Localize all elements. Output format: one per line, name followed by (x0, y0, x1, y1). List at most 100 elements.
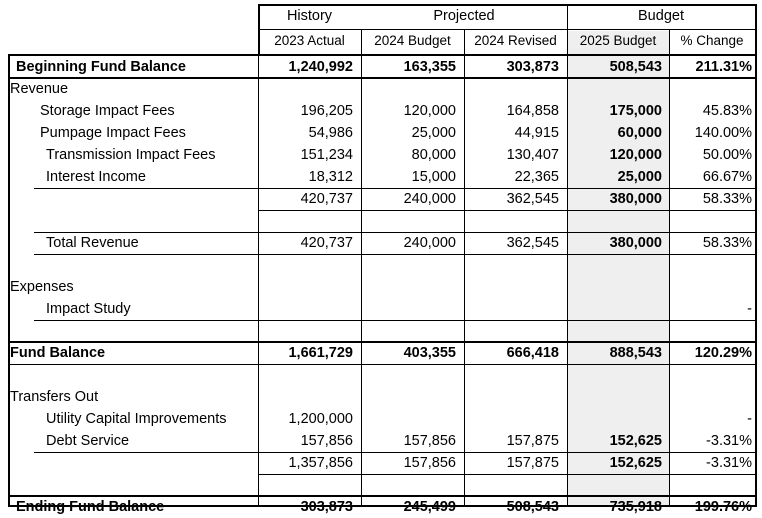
row-label: Transfers Out (10, 389, 99, 405)
row-line (34, 452, 757, 453)
row-line (34, 232, 757, 233)
row-value: 175,000 (609, 103, 662, 119)
row-value: 380,000 (609, 191, 662, 207)
row-label: Pumpage Impact Fees (40, 125, 186, 141)
row-label: Ending Fund Balance (16, 499, 165, 515)
header-column: 2025 Budget (579, 33, 657, 48)
row-value: 666,418 (506, 345, 559, 361)
row-value: 58.33% (702, 191, 752, 207)
row-value: 22,365 (514, 169, 559, 185)
row-value: -3.31% (706, 433, 752, 449)
row-value: 157,856 (403, 433, 456, 449)
header-group-projected: Projected (433, 8, 495, 24)
row-value: 15,000 (411, 169, 456, 185)
column-divider (258, 56, 259, 506)
header-bottom-line (8, 54, 757, 56)
row-value: 1,357,856 (288, 455, 353, 471)
header-divider-3 (567, 4, 568, 55)
header-group-budget: Budget (638, 8, 684, 24)
border-left (8, 54, 10, 507)
row-value: 1,200,000 (288, 411, 353, 427)
row-value: 152,625 (609, 433, 662, 449)
row-value: 120,000 (403, 103, 456, 119)
header-mid-line (258, 29, 755, 30)
row-value: 66.67% (702, 169, 752, 185)
row-value: 157,856 (300, 433, 353, 449)
row-value: 163,355 (403, 59, 456, 75)
row-line (8, 495, 757, 497)
row-line (8, 341, 757, 343)
row-value: 508,543 (609, 59, 662, 75)
row-value: 60,000 (617, 125, 662, 141)
row-value: 240,000 (403, 191, 456, 207)
header-column: 2023 Actual (274, 33, 345, 48)
row-label: Debt Service (46, 433, 130, 449)
row-value: 120.29% (694, 345, 752, 361)
row-value: 380,000 (609, 235, 662, 251)
row-value: 25,000 (411, 125, 456, 141)
header-divider-4 (669, 29, 670, 55)
row-value: 735,918 (609, 499, 662, 515)
row-value: 157,875 (506, 433, 559, 449)
row-line (34, 320, 757, 321)
border-right (755, 4, 757, 507)
row-value: 420,737 (300, 235, 353, 251)
row-value: 164,858 (506, 103, 559, 119)
row-value: 199.76% (694, 499, 752, 515)
row-value: - (747, 301, 752, 317)
row-value: 362,545 (506, 191, 559, 207)
column-divider (361, 56, 362, 506)
row-value: 157,875 (506, 455, 559, 471)
row-value: 50.00% (702, 147, 752, 163)
column-divider (567, 56, 568, 506)
row-value: 54,986 (308, 125, 353, 141)
row-value: - (747, 411, 752, 427)
row-label: Utility Capital Improvements (46, 411, 227, 427)
row-value: 18,312 (308, 169, 353, 185)
row-label: Storage Impact Fees (40, 103, 175, 119)
header-divider-2 (464, 29, 465, 55)
row-value: 152,625 (609, 455, 662, 471)
column-divider (669, 56, 670, 506)
row-line (258, 474, 757, 475)
row-value: 196,205 (300, 103, 353, 119)
header-group-history: History (286, 8, 333, 24)
row-value: 420,737 (300, 191, 353, 207)
header-divider-1 (361, 29, 362, 55)
header-column: 2024 Budget (374, 33, 451, 48)
row-value: 303,873 (300, 499, 353, 515)
row-value: 157,856 (403, 455, 456, 471)
row-label: Beginning Fund Balance (16, 59, 186, 75)
row-value: 362,545 (506, 235, 559, 251)
row-label: Interest Income (46, 169, 146, 185)
row-value: 403,355 (403, 345, 456, 361)
row-label: Expenses (10, 279, 74, 295)
row-value: 130,407 (506, 147, 559, 163)
row-line (258, 210, 757, 211)
row-value: 245,499 (403, 499, 456, 515)
row-value: 120,000 (609, 147, 662, 163)
header-column: % Change (680, 33, 744, 48)
row-line (8, 77, 757, 79)
row-value: -3.31% (706, 455, 752, 471)
border-top (258, 4, 755, 6)
row-line (34, 254, 757, 255)
budget-column-shade (567, 31, 669, 506)
row-line (34, 188, 757, 189)
row-value: 25,000 (617, 169, 662, 185)
row-label: Impact Study (46, 301, 131, 317)
row-value: 45.83% (702, 103, 752, 119)
header-column: 2024 Revised (474, 33, 557, 48)
row-value: 508,543 (506, 499, 559, 515)
row-value: 303,873 (506, 59, 559, 75)
row-line (8, 364, 757, 365)
row-value: 44,915 (514, 125, 559, 141)
row-label: Total Revenue (46, 235, 139, 251)
row-value: 211.31% (695, 59, 752, 75)
border-bottom (8, 505, 755, 507)
row-value: 240,000 (403, 235, 456, 251)
row-value: 1,240,992 (288, 59, 353, 75)
row-label: Transmission Impact Fees (46, 147, 216, 163)
row-value: 80,000 (411, 147, 456, 163)
